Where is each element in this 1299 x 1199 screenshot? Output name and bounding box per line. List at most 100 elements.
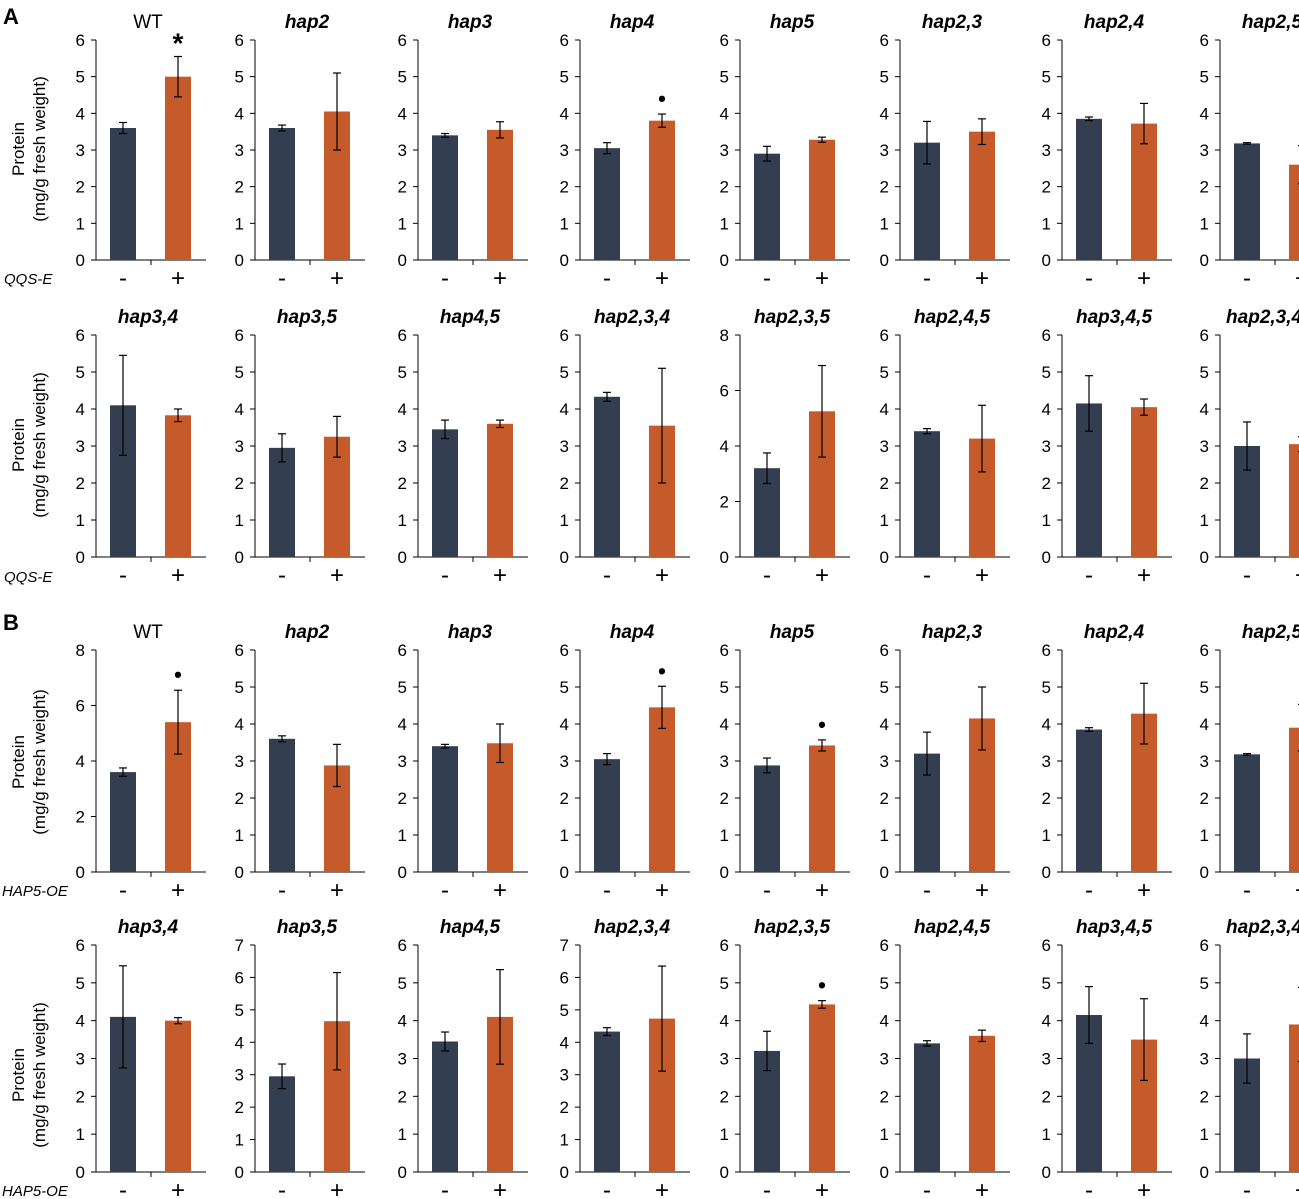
y-tick-label: 2 <box>235 1098 244 1117</box>
y-tick-label: 5 <box>880 68 889 87</box>
y-tick-label: 5 <box>235 1001 244 1020</box>
y-tick-label: 3 <box>235 752 244 771</box>
y-tick-label: 1 <box>1042 214 1051 233</box>
y-tick-label: 4 <box>560 104 569 123</box>
y-tick-label: 2 <box>1042 178 1051 197</box>
y-tick-label: 3 <box>560 1066 569 1085</box>
y-tick-label: 3 <box>76 1050 85 1069</box>
y-tick-label: 0 <box>235 548 244 567</box>
category-label-plus: + <box>330 1177 344 1199</box>
category-label-plus: + <box>493 877 507 904</box>
bar-plus <box>809 745 835 872</box>
chart-title: hap2,3,5 <box>754 917 830 938</box>
y-axis-label-line1-a2: Protein <box>9 418 28 472</box>
y-tick-label: 5 <box>1042 68 1051 87</box>
y-tick-label: 6 <box>235 31 244 50</box>
y-tick-label: 5 <box>1042 678 1051 697</box>
y-tick-label: 2 <box>1042 1087 1051 1106</box>
y-tick-label: 2 <box>560 789 569 808</box>
chart-b2-hap2-3-4: hap2,3,4 0 1 2 3 4 5 6 7 - + <box>560 917 690 1199</box>
chart-title: hap3,4 <box>118 917 179 938</box>
y-axis-label-line2-b2: (mg/g fresh weight) <box>30 1002 49 1148</box>
y-tick-label: 6 <box>720 936 729 955</box>
y-tick-label: 5 <box>398 363 407 382</box>
category-label-minus: - <box>1243 1177 1251 1199</box>
y-tick-label: 6 <box>235 326 244 345</box>
bar-minus <box>1076 729 1102 872</box>
y-tick-label: 1 <box>1200 214 1209 233</box>
bar-plus <box>649 120 675 261</box>
category-label-plus: + <box>330 265 344 292</box>
y-tick-label: 5 <box>880 678 889 697</box>
bar-minus <box>754 765 780 872</box>
chart-a2-hap4-5: hap4,5 0 1 2 3 4 5 6 - + <box>398 307 528 589</box>
y-tick-label: 1 <box>880 214 889 233</box>
category-label-plus: + <box>815 265 829 292</box>
category-label-plus: + <box>1137 877 1151 904</box>
significance-marker: • <box>658 86 666 111</box>
chart-a1-hap2-4: hap2,4 0 1 2 3 4 5 6 - + <box>1042 12 1172 292</box>
chart-title: WT <box>133 12 163 33</box>
y-tick-label: 4 <box>880 400 889 419</box>
y-tick-label: 2 <box>880 474 889 493</box>
y-tick-label: 4 <box>398 104 407 123</box>
category-label-plus: + <box>655 877 669 904</box>
y-tick-label: 3 <box>720 752 729 771</box>
y-tick-label: 3 <box>1042 752 1051 771</box>
bar-minus <box>914 431 940 557</box>
category-label-plus: + <box>330 877 344 904</box>
y-tick-label: 2 <box>880 1087 889 1106</box>
bar-plus <box>969 1035 995 1172</box>
y-tick-label: 0 <box>1200 863 1209 882</box>
y-tick-label: 5 <box>235 363 244 382</box>
y-tick-label: 5 <box>1200 68 1209 87</box>
bar-minus <box>594 1031 620 1172</box>
y-tick-label: 1 <box>76 214 85 233</box>
y-tick-label: 6 <box>398 641 407 660</box>
y-tick-label: 3 <box>76 141 85 160</box>
bar-minus <box>594 759 620 872</box>
y-tick-label: 2 <box>235 474 244 493</box>
chart-title: hap2,3 <box>922 12 983 33</box>
y-tick-label: 4 <box>235 104 244 123</box>
significance-marker: • <box>818 712 826 737</box>
bar-plus <box>969 131 995 260</box>
y-tick-label: 0 <box>720 548 729 567</box>
y-tick-label: 5 <box>398 68 407 87</box>
y-tick-label: 2 <box>720 493 729 512</box>
significance-marker: • <box>658 658 666 683</box>
bar-plus <box>1289 444 1299 557</box>
y-tick-label: 0 <box>560 251 569 270</box>
category-label-plus: + <box>975 877 989 904</box>
y-tick-label: 4 <box>1042 1012 1051 1031</box>
y-tick-label: 4 <box>235 1033 244 1052</box>
y-tick-label: 4 <box>880 1012 889 1031</box>
y-tick-label: 2 <box>880 178 889 197</box>
bar-plus <box>649 707 675 872</box>
category-label-plus: + <box>655 265 669 292</box>
y-tick-label: 2 <box>560 474 569 493</box>
category-label-plus: + <box>1137 1177 1151 1199</box>
y-tick-label: 1 <box>1200 511 1209 530</box>
y-tick-label: 0 <box>76 251 85 270</box>
category-label-plus: + <box>330 562 344 589</box>
chart-title: hap2,5 <box>1242 12 1299 33</box>
chart-a2-hap2-3-4-5: hap2,3,4,5 0 1 2 3 4 5 6 - + <box>1200 307 1299 589</box>
y-tick-label: 3 <box>1200 437 1209 456</box>
chart-title: hap2,3 <box>922 622 983 643</box>
y-tick-label: 1 <box>880 826 889 845</box>
y-tick-label: 5 <box>1200 974 1209 993</box>
y-tick-label: 2 <box>1200 789 1209 808</box>
chart-title: hap4 <box>610 622 655 643</box>
y-tick-label: 6 <box>880 326 889 345</box>
bar-plus <box>165 76 191 261</box>
bar-plus <box>165 415 191 557</box>
category-label-minus: - <box>119 1177 127 1199</box>
y-tick-label: 3 <box>1042 141 1051 160</box>
y-tick-label: 6 <box>398 31 407 50</box>
treatment-label-a1: QQS-E <box>4 271 53 288</box>
y-tick-label: 4 <box>720 104 729 123</box>
y-tick-label: 3 <box>560 141 569 160</box>
chart-title: hap3 <box>448 622 493 643</box>
bar-minus <box>754 153 780 260</box>
